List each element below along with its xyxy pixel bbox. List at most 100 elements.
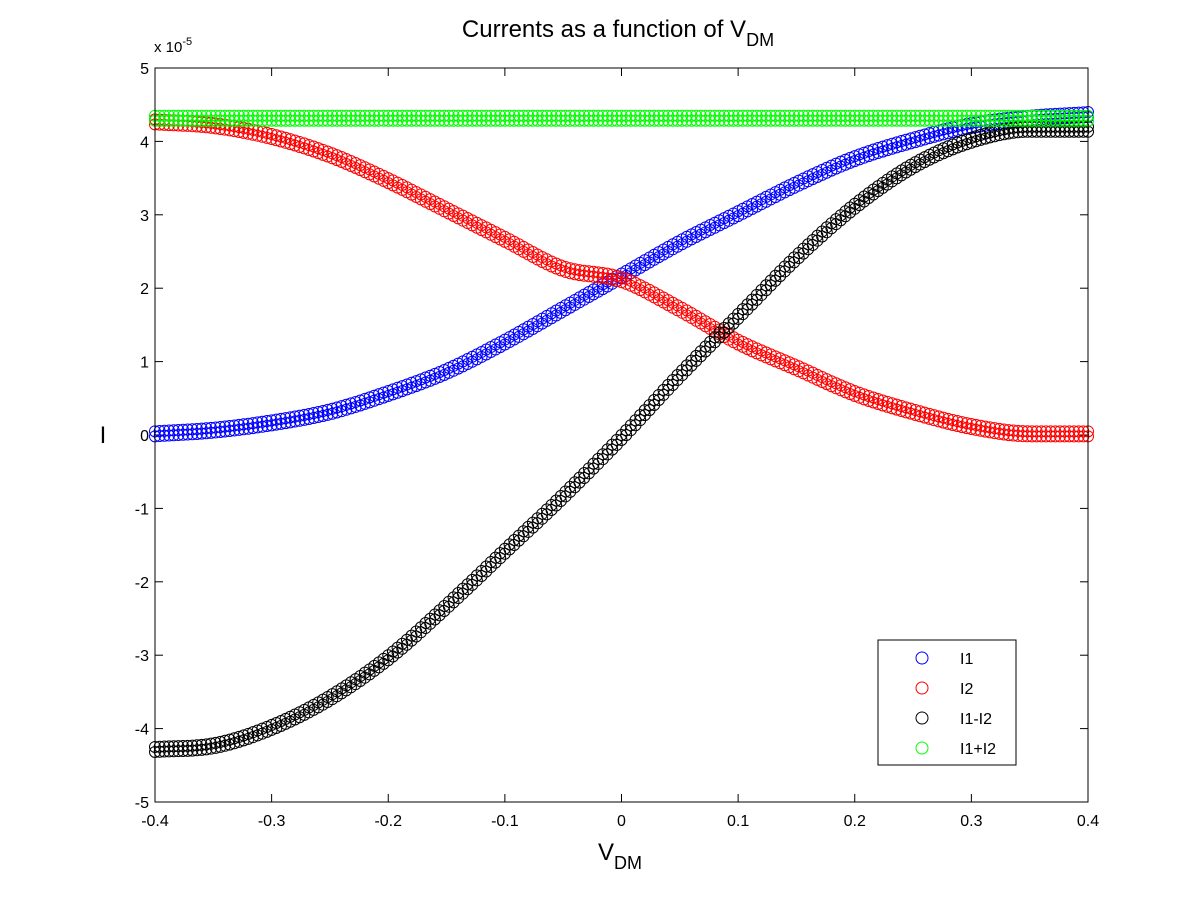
data-point	[960, 138, 973, 151]
data-point	[727, 317, 740, 330]
data-point	[386, 645, 399, 658]
y-tick-label: -2	[135, 575, 149, 592]
data-point	[442, 600, 455, 613]
data-point	[979, 127, 992, 140]
y-exponent-label: x 10-5	[154, 36, 192, 56]
data-point	[774, 270, 787, 283]
data-point	[914, 405, 927, 418]
series-i1-i2	[149, 109, 1094, 127]
data-point	[862, 389, 875, 402]
data-point	[363, 396, 376, 409]
data-point	[886, 397, 899, 410]
data-point	[559, 490, 572, 503]
data-point	[970, 135, 983, 148]
x-axis-label: VDM	[598, 839, 642, 873]
data-point	[876, 145, 889, 158]
data-point	[904, 407, 917, 420]
data-point	[736, 308, 749, 321]
data-point	[461, 583, 474, 596]
data-point	[223, 733, 236, 746]
data-point	[592, 457, 605, 470]
data-point	[872, 147, 885, 160]
data-point	[601, 448, 614, 461]
data-point	[433, 609, 446, 622]
x-tick-label: 0.4	[1077, 813, 1099, 830]
data-point	[172, 740, 185, 753]
data-point	[232, 735, 245, 748]
x-tick-label: -0.2	[374, 813, 402, 830]
data-point	[918, 411, 931, 424]
data-point	[867, 391, 880, 404]
data-point	[1016, 430, 1029, 443]
data-point	[666, 373, 679, 386]
data-point	[918, 128, 931, 141]
data-point	[606, 443, 619, 456]
data-point	[270, 134, 283, 147]
data-point	[979, 132, 992, 145]
legend-marker	[915, 741, 929, 755]
data-point	[358, 397, 371, 410]
data-point	[909, 408, 922, 421]
data-point	[312, 411, 325, 424]
data-point	[531, 517, 544, 530]
data-point	[881, 144, 894, 157]
data-point	[918, 133, 931, 146]
data-point	[316, 410, 329, 422]
data-point	[354, 399, 367, 412]
data-point	[620, 429, 633, 442]
data-point	[797, 247, 810, 260]
data-point	[956, 421, 969, 434]
data-point	[788, 256, 801, 269]
data-point	[680, 364, 693, 377]
data-point	[676, 369, 689, 382]
data-point	[391, 641, 404, 654]
data-point	[900, 401, 913, 414]
data-point	[708, 336, 721, 349]
data-point	[610, 269, 623, 282]
data-point	[895, 399, 908, 412]
data-point	[932, 129, 945, 142]
data-point	[932, 124, 945, 137]
data-point	[858, 151, 871, 164]
data-point	[587, 462, 600, 475]
data-point	[965, 136, 978, 149]
data-point	[540, 508, 553, 521]
data-point	[890, 398, 903, 411]
data-point	[330, 406, 343, 419]
data-point	[582, 467, 595, 480]
data-point	[288, 134, 301, 147]
data-point	[340, 403, 353, 416]
data-point	[274, 130, 287, 143]
data-point	[881, 395, 894, 408]
data-point	[218, 734, 231, 747]
data-point	[344, 402, 357, 415]
data-point	[349, 400, 362, 413]
data-point	[554, 494, 567, 507]
data-point	[802, 243, 815, 256]
data-point	[204, 737, 217, 750]
data-point	[755, 289, 768, 302]
data-point	[690, 354, 703, 367]
data-point	[886, 142, 899, 155]
data-point	[914, 134, 927, 147]
data-point	[498, 547, 511, 560]
plot-data	[149, 106, 1094, 758]
data-point	[251, 129, 264, 142]
data-point	[508, 539, 521, 551]
data-point	[610, 438, 623, 451]
data-point	[475, 569, 488, 582]
data-point	[909, 131, 922, 144]
data-point	[844, 201, 857, 214]
data-point	[830, 213, 843, 226]
data-point	[722, 322, 735, 335]
data-point	[321, 403, 334, 416]
data-point	[312, 406, 325, 419]
data-point	[573, 476, 586, 489]
x-tick-label: 0	[617, 813, 626, 830]
x-tick-label: 0.2	[844, 813, 866, 830]
data-point	[951, 124, 964, 137]
data-point	[302, 407, 315, 420]
data-point	[666, 378, 679, 391]
data-point	[606, 438, 619, 451]
data-point	[783, 260, 796, 273]
